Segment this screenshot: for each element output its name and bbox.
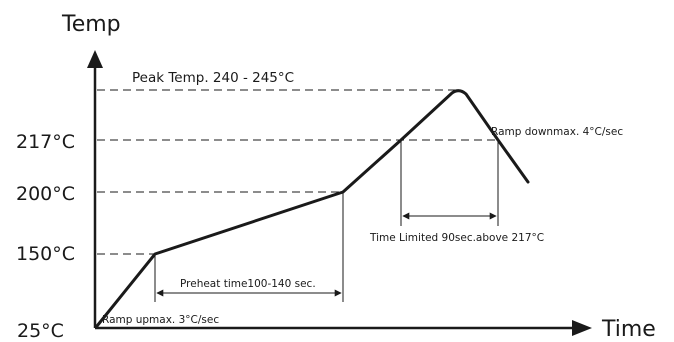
level-label-217: 217°C [16,131,75,153]
level-label-25: 25°C [17,320,64,342]
reflow-profile-curve [95,89,530,328]
time-limited-label: Time Limited 90sec.above 217°C [369,232,544,244]
x-axis-arrowhead [572,320,592,336]
y-axis-title: Temp [61,12,121,37]
preheat-time-label: Preheat time100-140 sec. [180,278,316,290]
ramp-up-label: Ramp upmax. 3°C/sec [102,314,219,326]
peak-temp-label: Peak Temp. 240 - 245°C [132,70,294,86]
level-label-150: 150°C [16,243,75,265]
x-axis-title: Time [601,317,656,342]
level-label-200: 200°C [16,183,75,205]
ramp-down-label: Ramp downmax. 4°C/sec [491,126,623,138]
y-axis-arrowhead [87,50,103,68]
